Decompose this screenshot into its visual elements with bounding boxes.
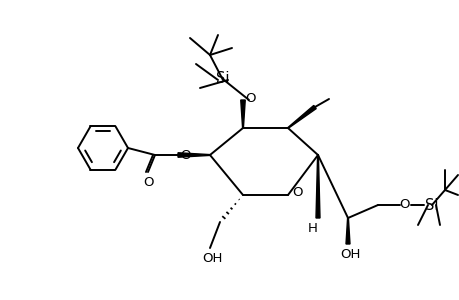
Polygon shape <box>178 153 210 157</box>
Polygon shape <box>345 218 349 244</box>
Text: Si: Si <box>216 70 229 86</box>
Text: O: O <box>143 176 154 188</box>
Text: O: O <box>180 148 191 161</box>
Text: OH: OH <box>339 248 359 260</box>
Polygon shape <box>287 105 315 128</box>
Text: Si: Si <box>424 199 438 214</box>
Text: O: O <box>399 199 409 212</box>
Polygon shape <box>240 100 245 128</box>
Text: OH: OH <box>202 251 222 265</box>
Text: O: O <box>245 92 256 104</box>
Text: O: O <box>292 187 302 200</box>
Polygon shape <box>315 155 319 218</box>
Text: H: H <box>308 223 317 236</box>
